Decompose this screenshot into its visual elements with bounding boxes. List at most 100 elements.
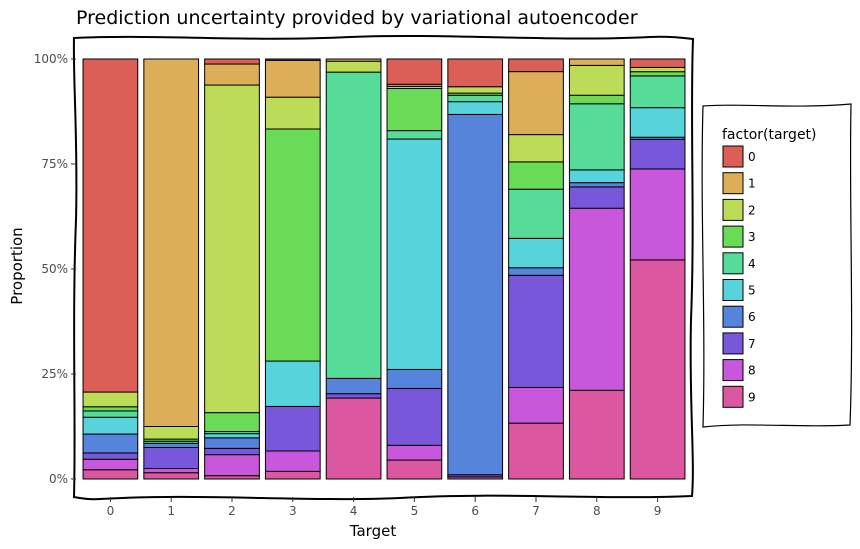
bar-segment-target-2-pred-6 xyxy=(204,437,260,449)
bar-segment-target-4-pred-4 xyxy=(325,71,382,379)
bar-segment-target-8-pred-5 xyxy=(568,169,625,184)
bar-segment-target-9-pred-8 xyxy=(629,168,686,261)
bar-segment-target-5-pred-6 xyxy=(386,368,443,389)
y-tick-label: 50% xyxy=(41,262,68,276)
x-tick-label: 2 xyxy=(228,504,236,518)
bar-segment-target-7-pred-7 xyxy=(508,274,564,388)
bar-segment-target-9-pred-9 xyxy=(629,259,686,480)
bar-segment-target-5-pred-3 xyxy=(386,87,443,132)
bar-segment-target-2-pred-5 xyxy=(204,433,260,439)
bar-segment-target-2-pred-9 xyxy=(204,475,260,480)
bar-segment-target-2-pred-0 xyxy=(204,58,260,65)
bar-segment-target-1-pred-6 xyxy=(143,442,200,448)
plot-panel-border xyxy=(72,34,695,501)
bar-segment-target-7-pred-4 xyxy=(508,188,564,239)
bar-segment-target-4-pred-2 xyxy=(325,60,382,73)
legend-label-5: 5 xyxy=(748,284,756,298)
y-tick-label: 0% xyxy=(49,472,68,486)
bar-segment-target-9-pred-0 xyxy=(629,58,686,68)
bar-segment-target-3-pred-1 xyxy=(264,59,321,98)
bar-segment-target-9-pred-2 xyxy=(629,66,686,73)
legend-swatch-2 xyxy=(722,198,744,221)
bar-segment-target-7-pred-0 xyxy=(508,58,564,73)
bar-segment-target-1-pred-8 xyxy=(143,468,200,474)
bar-segment-target-9-pred-7 xyxy=(629,138,686,170)
x-tick-label: 7 xyxy=(532,504,540,518)
bar-segment-target-0-pred-7 xyxy=(82,452,139,460)
legend-label-8: 8 xyxy=(748,364,756,378)
bar-segment-target-6-pred-0 xyxy=(447,58,504,88)
bar-segment-target-6-pred-5 xyxy=(447,101,504,115)
bar-segment-target-8-pred-4 xyxy=(568,103,625,171)
bar-segment-target-5-pred-5 xyxy=(386,138,443,370)
bar-segment-target-5-pred-9 xyxy=(386,459,443,480)
bar-segment-target-5-pred-8 xyxy=(386,444,443,461)
bar-segment-target-8-pred-7 xyxy=(568,186,625,209)
bar-segment-target-4-pred-6 xyxy=(325,377,382,395)
y-axis-title: Proportion xyxy=(8,227,26,304)
bar-segment-target-2-pred-3 xyxy=(204,412,260,433)
legend-items: 0 1 2 3 4 5 6 7 8 9 xyxy=(722,145,756,408)
bar-segment-target-6-pred-2 xyxy=(447,86,504,94)
bar-segment-target-2-pred-1 xyxy=(204,63,260,86)
bar-segment-target-8-pred-9 xyxy=(568,389,625,480)
bar-segment-target-1-pred-1 xyxy=(143,58,200,427)
bar-segment-target-9-pred-4 xyxy=(629,75,686,109)
x-tick-label: 1 xyxy=(167,504,175,518)
y-axis: 0% 25% 50% 75% 100% xyxy=(34,52,76,486)
bar-segment-target-9-pred-3 xyxy=(629,71,686,77)
bar-segment-target-0-pred-6 xyxy=(82,433,139,454)
legend-label-4: 4 xyxy=(748,257,756,271)
bar-segment-target-8-pred-6 xyxy=(568,182,625,188)
legend-swatch-8 xyxy=(722,359,744,382)
x-tick-label: 9 xyxy=(654,504,662,518)
bar-segment-target-7-pred-9 xyxy=(508,422,564,480)
legend-label-3: 3 xyxy=(748,230,756,244)
legend-swatch-3 xyxy=(722,225,744,248)
legend-label-9: 9 xyxy=(748,390,756,404)
bar-segment-target-3-pred-2 xyxy=(264,96,321,130)
bar-segment-target-8-pred-1 xyxy=(568,58,625,66)
bar-segment-target-7-pred-1 xyxy=(508,71,564,136)
x-axis: 0 1 2 3 4 5 6 7 8 9 xyxy=(107,497,662,518)
legend-swatch-4 xyxy=(722,252,744,275)
bar-segment-target-0-pred-2 xyxy=(82,391,139,408)
bar-segment-target-3-pred-8 xyxy=(264,450,321,472)
legend-label-6: 6 xyxy=(748,310,756,324)
bar-segment-target-2-pred-7 xyxy=(204,447,260,456)
bar-segment-target-0-pred-3 xyxy=(82,406,139,412)
bar-segment-target-5-pred-7 xyxy=(386,387,443,446)
x-tick-label: 5 xyxy=(411,504,419,518)
legend-swatch-1 xyxy=(722,172,744,195)
bar-segment-target-0-pred-8 xyxy=(82,458,139,471)
bar-segment-target-2-pred-2 xyxy=(204,84,260,414)
bar-segment-target-0-pred-0 xyxy=(82,58,139,393)
bars-layer xyxy=(82,58,686,480)
bar-segment-target-1-pred-2 xyxy=(143,426,200,440)
x-axis-title: Target xyxy=(349,522,397,540)
bar-segment-target-4-pred-7 xyxy=(325,393,382,399)
x-tick-label: 6 xyxy=(471,504,479,518)
legend-label-2: 2 xyxy=(748,203,756,217)
bar-segment-target-1-pred-9 xyxy=(143,472,200,480)
bar-segment-target-9-pred-5 xyxy=(629,107,686,138)
legend-label-7: 7 xyxy=(748,337,756,351)
bar-segment-target-0-pred-4 xyxy=(82,410,139,418)
bar-segment-target-1-pred-7 xyxy=(143,447,200,469)
bar-segment-target-4-pred-9 xyxy=(325,397,382,480)
legend-swatch-5 xyxy=(722,279,744,301)
legend-title: factor(target) xyxy=(722,127,817,143)
legend-label-1: 1 xyxy=(748,177,756,191)
bar-segment-target-4-pred-1 xyxy=(325,58,382,62)
bar-segment-target-8-pred-3 xyxy=(568,94,625,105)
bar-segment-target-7-pred-6 xyxy=(508,267,564,276)
bar-segment-target-7-pred-2 xyxy=(508,134,564,163)
chart-title: Prediction uncertainty provided by varia… xyxy=(76,7,638,29)
bar-segment-target-3-pred-0 xyxy=(264,58,321,61)
bar-segment-target-7-pred-5 xyxy=(508,237,564,269)
legend-swatch-6 xyxy=(722,305,744,328)
bar-segment-target-6-pred-4 xyxy=(447,94,504,103)
bar-segment-target-2-pred-8 xyxy=(204,454,260,477)
x-tick-label: 4 xyxy=(350,504,358,518)
bar-segment-target-0-pred-9 xyxy=(82,469,139,480)
